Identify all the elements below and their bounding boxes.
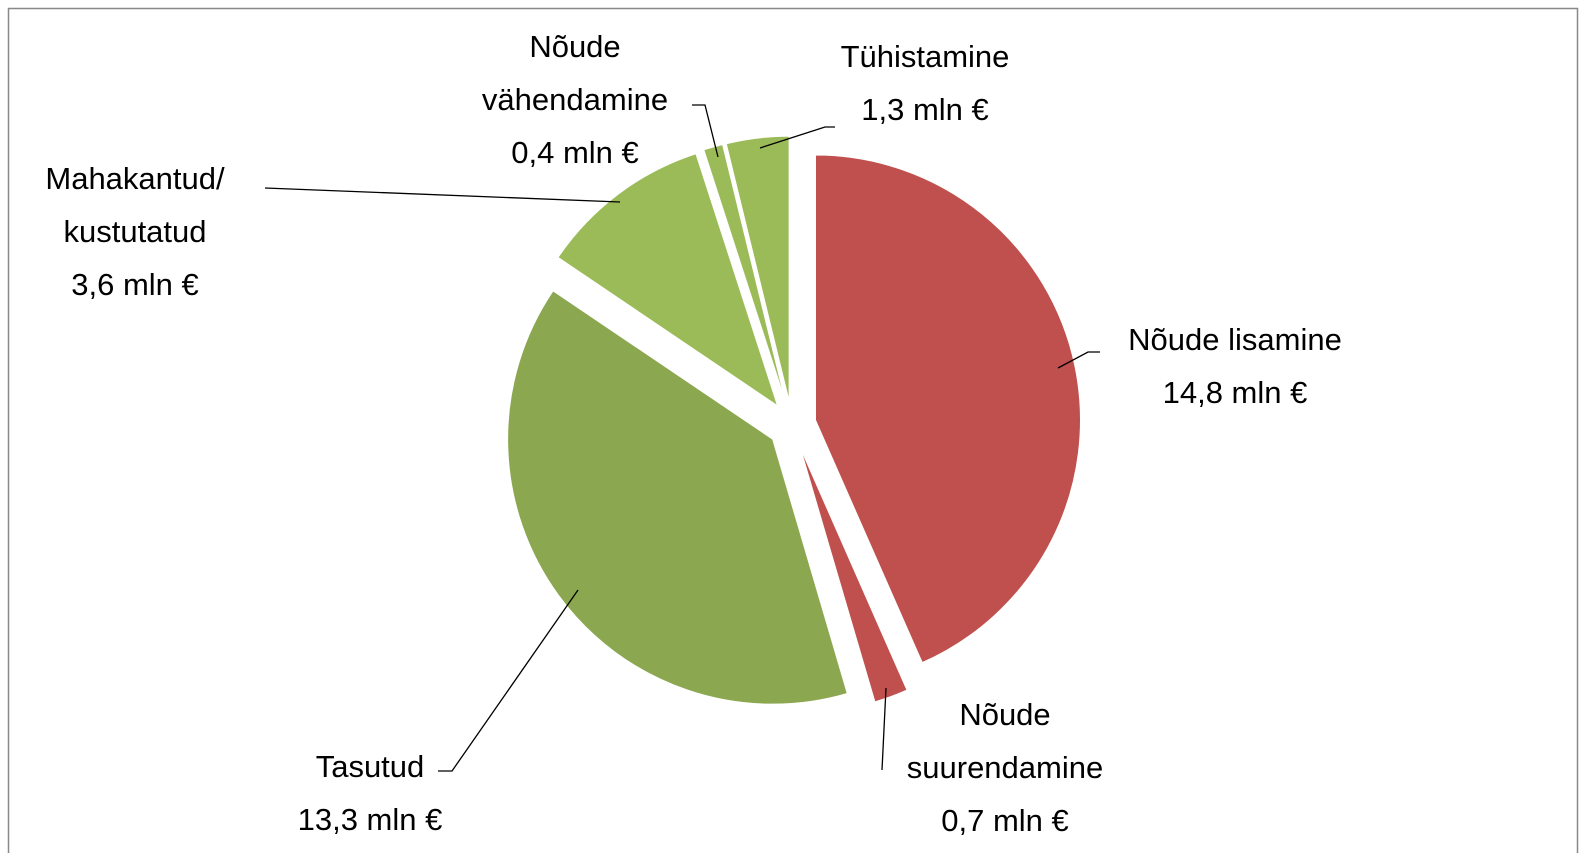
value-label: 0,4 mln € bbox=[511, 135, 639, 170]
leader-line bbox=[692, 104, 719, 158]
value-label: 14,8 mln € bbox=[1162, 375, 1308, 410]
slice-label: Tasutud bbox=[315, 749, 425, 784]
value-label: 0,7 mln € bbox=[941, 803, 1069, 838]
leader-line bbox=[1057, 351, 1100, 369]
value-label: 3,6 mln € bbox=[71, 267, 199, 302]
value-label: 13,3 mln € bbox=[297, 802, 443, 837]
chart-frame bbox=[7, 7, 1579, 853]
pie-slice bbox=[507, 290, 848, 705]
slice-label: Tühistamine bbox=[840, 39, 1010, 74]
pie-slice bbox=[703, 143, 786, 403]
pie-slice bbox=[799, 447, 908, 703]
pie-slice bbox=[814, 154, 1081, 664]
leader-line bbox=[264, 187, 621, 203]
slice-label: Nõude vähendamine bbox=[481, 29, 669, 117]
leader-line bbox=[438, 589, 579, 772]
leader-line bbox=[759, 126, 835, 149]
slice-label: Nõude suurendamine bbox=[906, 697, 1104, 785]
value-label: 1,3 mln € bbox=[861, 92, 989, 127]
leader-line bbox=[881, 687, 887, 771]
slice-label: Nõude lisamine bbox=[1128, 322, 1342, 357]
pie-slice bbox=[557, 153, 779, 408]
slice-label: Mahakantud/ kustutatud bbox=[45, 161, 225, 249]
pie-slice bbox=[725, 135, 790, 402]
